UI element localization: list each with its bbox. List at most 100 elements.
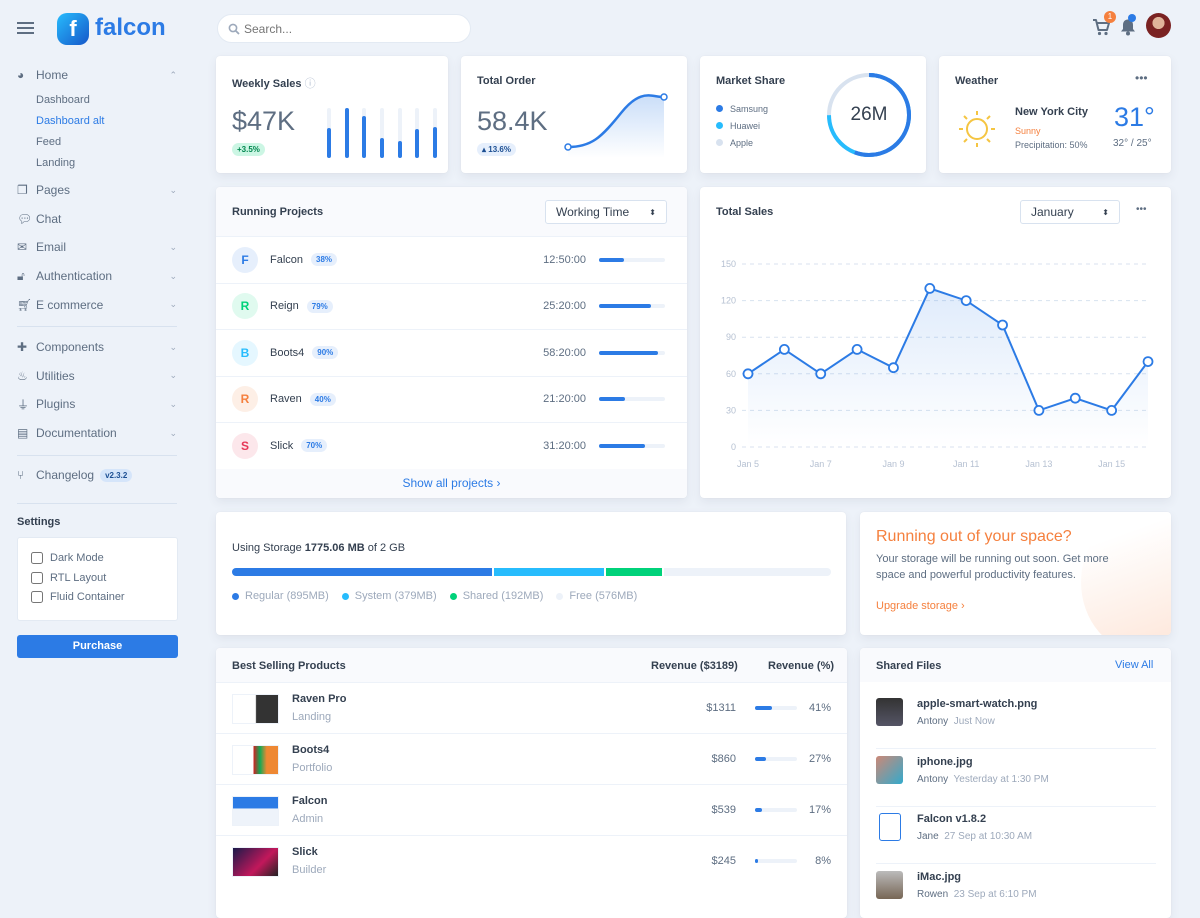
sidebar-sub-landing[interactable]: Landing (36, 157, 75, 169)
comments-icon: 💬︎ (17, 212, 31, 226)
sidebar-item-pages[interactable]: ❐Pages⌄ (17, 180, 177, 200)
product-name[interactable]: Falcon (292, 795, 327, 807)
weather-title: Weather (955, 75, 998, 87)
cart-count-badge: 1 (1104, 11, 1116, 23)
sidebar-item-email[interactable]: ✉Email⌄ (17, 237, 177, 257)
y-tick-label: 30 (726, 405, 736, 415)
data-point[interactable] (1107, 406, 1116, 415)
project-time: 21:20:00 (543, 393, 586, 405)
checkbox[interactable] (31, 572, 43, 584)
purchase-button[interactable]: Purchase (17, 635, 178, 658)
project-name[interactable]: Reign (270, 300, 299, 312)
y-tick-label: 90 (726, 332, 736, 342)
brand-name[interactable]: falcon (95, 14, 166, 42)
sidebar-sub-feed[interactable]: Feed (36, 136, 61, 148)
menu-toggle-icon[interactable] (17, 22, 34, 34)
upgrade-text: Your storage will be running out soon. G… (876, 551, 1126, 583)
product-name[interactable]: Boots4 (292, 744, 329, 756)
product-thumbnail (232, 745, 279, 775)
working-time-select[interactable]: Working Time⬍ (545, 200, 667, 224)
x-tick-label: Jan 11 (953, 459, 979, 469)
market-share-title: Market Share (716, 75, 785, 87)
falcon-logo-icon[interactable]: f (57, 13, 89, 45)
data-point[interactable] (816, 369, 825, 378)
project-name[interactable]: Boots4 (270, 347, 304, 359)
sidebar-item-e-commerce[interactable]: 🛒︎E commerce⌄ (17, 295, 177, 315)
product-type: Portfolio (292, 762, 332, 774)
shared-file-item[interactable]: iphone.jpg Antony Yesterday at 1:30 PM (876, 750, 1156, 807)
sidebar-item-plugins[interactable]: ⏚Plugins⌄ (17, 394, 177, 414)
data-point[interactable] (998, 321, 1007, 330)
sidebar-item-chat[interactable]: 💬︎Chat (17, 209, 177, 229)
checkbox[interactable] (31, 552, 43, 564)
data-point[interactable] (889, 363, 898, 372)
project-name[interactable]: Falcon (270, 254, 303, 266)
sidebar-item-utilities[interactable]: ♨Utilities⌄ (17, 366, 177, 386)
view-all-link[interactable]: View All (1115, 659, 1153, 671)
file-name[interactable]: iMac.jpg (917, 871, 961, 883)
weather-condition: Sunny (1015, 126, 1041, 136)
sidebar-item-label: Changelog (36, 468, 94, 482)
setting-rtl-layout[interactable]: RTL Layout (31, 572, 106, 584)
data-point[interactable] (925, 284, 934, 293)
data-point[interactable] (744, 369, 753, 378)
change-badge: +3.5% (232, 143, 265, 156)
legend-item: Apple (716, 134, 768, 151)
more-options-icon[interactable]: ••• (1135, 71, 1148, 85)
x-tick-label: Jan 5 (737, 459, 759, 469)
setting-dark-mode[interactable]: Dark Mode (31, 552, 104, 564)
weekly-sales-bar (433, 108, 437, 158)
product-revenue: $1311 (706, 702, 736, 714)
avatar[interactable] (1146, 13, 1171, 38)
upgrade-storage-link[interactable]: Upgrade storage › (876, 600, 965, 612)
data-point[interactable] (780, 345, 789, 354)
weather-city: New York City (1015, 106, 1088, 118)
sidebar-sub-dashboard-alt[interactable]: Dashboard alt (36, 115, 105, 127)
data-point[interactable] (1071, 394, 1080, 403)
file-name[interactable]: iphone.jpg (917, 756, 973, 768)
search-input[interactable] (244, 22, 444, 36)
product-name[interactable]: Slick (292, 846, 318, 858)
sidebar-item-authentication[interactable]: 🔓︎Authentication⌄ (17, 266, 177, 286)
setting-fluid-container[interactable]: Fluid Container (31, 591, 125, 603)
storage-legend-item: Regular (895MB) (232, 590, 329, 602)
storage-segment (664, 568, 831, 576)
sidebar-item-label: Authentication (36, 269, 112, 283)
product-name[interactable]: Raven Pro (292, 693, 346, 705)
settings-panel: Dark Mode RTL Layout Fluid Container (17, 537, 178, 621)
sidebar-item-components[interactable]: ✚Components⌄ (17, 337, 177, 357)
search-box[interactable] (217, 14, 471, 43)
data-point[interactable] (962, 296, 971, 305)
file-name[interactable]: apple-smart-watch.png (917, 698, 1037, 710)
sidebar-sub-dashboard[interactable]: Dashboard (36, 94, 90, 106)
sidebar-item-label: Home (36, 68, 68, 82)
notification-dot (1128, 14, 1136, 22)
project-name[interactable]: Raven (270, 393, 302, 405)
weather-temp: 31° (1114, 102, 1155, 133)
show-all-projects-link[interactable]: Show all projects › (216, 469, 687, 498)
data-point[interactable] (1034, 406, 1043, 415)
file-name[interactable]: Falcon v1.8.2 (917, 813, 986, 825)
x-tick-label: Jan 7 (810, 459, 832, 469)
data-point[interactable] (1144, 357, 1153, 366)
checkbox[interactable] (31, 591, 43, 603)
sidebar-item-documentation[interactable]: ▤Documentation⌄ (17, 423, 177, 443)
project-name[interactable]: Slick (270, 440, 293, 452)
file-meta: Antony Yesterday at 1:30 PM (917, 774, 1049, 785)
data-point[interactable] (853, 345, 862, 354)
sidebar-item-home[interactable]: ◕Home⌃ (17, 65, 177, 85)
